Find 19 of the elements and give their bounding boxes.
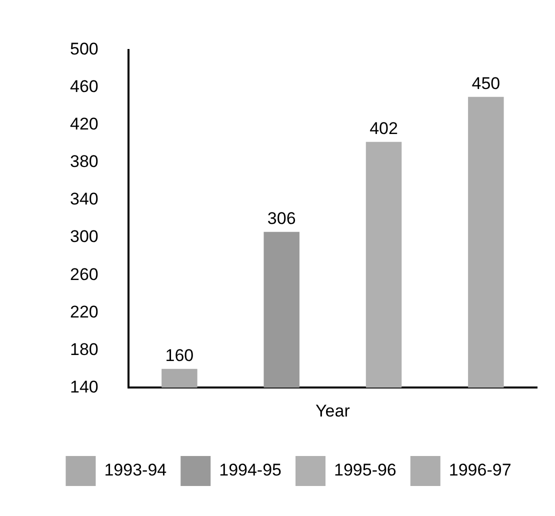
y-tick-label: 500 (70, 40, 98, 59)
legend-label: 1996-97 (448, 460, 512, 480)
data-label: 306 (267, 209, 296, 228)
legend-label: 1995-96 (334, 460, 396, 480)
y-tick-label: 340 (70, 190, 98, 209)
data-label: 160 (165, 346, 194, 366)
data-label: 450 (472, 74, 500, 94)
y-tick-label: 220 (70, 302, 98, 322)
data-label: 402 (370, 119, 398, 138)
y-tick-label: 420 (70, 114, 98, 134)
y-tick-label: 180 (70, 340, 98, 359)
legend-label: 1993-94 (104, 460, 167, 480)
y-tick-label: 140 (70, 377, 98, 396)
x-axis-title: Year (316, 401, 350, 420)
y-tick-label: 300 (70, 227, 98, 246)
legend-label: 1994-95 (219, 460, 282, 480)
y-tick-label: 260 (70, 264, 98, 284)
y-tick-label: 380 (70, 152, 98, 172)
y-tick-label: 460 (70, 77, 98, 96)
